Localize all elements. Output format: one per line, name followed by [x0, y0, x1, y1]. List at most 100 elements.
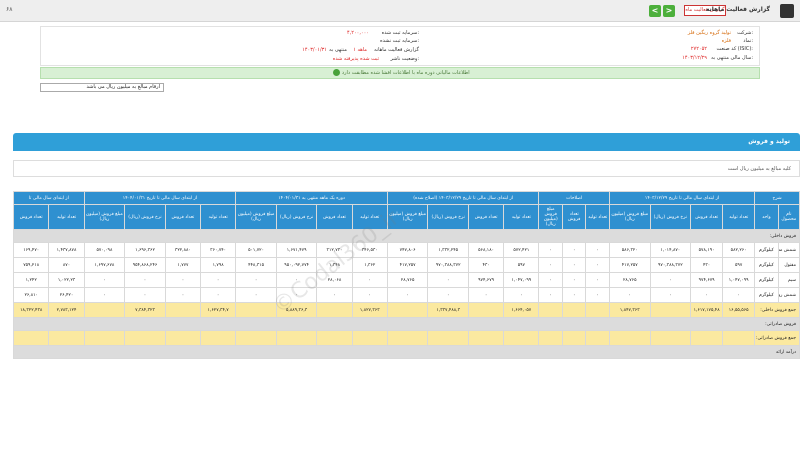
total-cell: ۷,۳۸۴,۳۲۳ [124, 302, 166, 318]
table-row: مفتول کیلوگرم ۵۹۷ ۴۳۰ ۹۷۰,۳۸۸,۳۷۲ ۴۱۷,۲۵۷ ۰ ۰ ۰ ۵… [12, 257, 800, 273]
data-cell: ۱,۳۴۸ [316, 257, 353, 273]
unit-select[interactable]: ارقام مبالغ به میلیون ریال می باشد [40, 83, 164, 92]
group-header: دوره یک ماهه منتهی به ۱۴۰۴/۰۱/۳۱ [235, 191, 388, 205]
data-cell: ۰ [561, 257, 587, 273]
data-cell: ۰ [585, 287, 610, 303]
section-label: فروش داخلی: [13, 229, 800, 243]
column-header: مبلغ فروش (میلیون ریال) [386, 204, 429, 230]
data-cell: ۰ [561, 272, 587, 288]
data-cell: ۵۸۲,۲۶۰ [722, 242, 756, 258]
section-row: درآمد ارائه [13, 345, 800, 359]
group-header: از ابتدای سال مالی تا تاریخ ۱۴۰۳/۱۲/۲۹ [608, 191, 756, 205]
group-header: اصلاحات [538, 191, 610, 205]
data-cell: ۵۸۶,۳۲۰ [608, 242, 651, 258]
column-header: تعداد تولید [503, 204, 540, 230]
total-cell [48, 330, 85, 346]
data-cell: ۵۹۷ [722, 257, 756, 273]
column-header: مبلغ فروش (میلیون ریال) [235, 204, 277, 230]
total-cell [649, 330, 692, 346]
data-cell: ۰ [386, 287, 429, 303]
group-header: از ابتدای سال مالی تا تاریخ ۱۴۰۴/۰۱/۳۱ [83, 191, 237, 205]
production-sales-card: تولید و فروش کلیه مبالغ به میلیون ریال ا… [13, 133, 800, 453]
column-header: نرخ فروش (ریال) [427, 204, 469, 230]
section-row: فروش صادراتی: [13, 317, 800, 331]
total-cell [316, 330, 353, 346]
capital-label: سرمایه ثبت شده: [381, 30, 419, 36]
data-cell: ۰ [164, 272, 202, 288]
total-cell: ۱,۳۳۷,۴۸۸,۳ [427, 302, 469, 318]
page-title: گزارش فعالیت ماهانه [705, 6, 770, 13]
column-header: واحد [754, 204, 779, 230]
data-cell: ۸۷۰ [48, 257, 85, 273]
total-cell [538, 330, 563, 346]
table-column-header-row: نام محصول واحد تعداد تولید تعداد فروش نرخ فر… [12, 204, 800, 230]
data-cell: ۰ [503, 287, 540, 303]
total-cell [503, 330, 540, 346]
table-row: شمش رویکیلوگرم۰۰۰۰۰۰۰۰۰۰۰۰۰۰۰۰۰۰۰۲۶,۴۲۰۲… [12, 287, 800, 303]
symbol-label: نماد: [743, 38, 753, 44]
data-cell: ۰ [124, 272, 166, 288]
data-cell: ۳۲۲,۸۸۰ [164, 242, 202, 258]
data-cell: ۹۵۰,۰۹۲,۷۷۴ [275, 257, 318, 273]
data-cell: ۹۵۴,۸۶۸,۲۴۶ [124, 257, 166, 273]
report-badge[interactable]: گزارش فعالیت ماه [684, 5, 726, 16]
total-cell [124, 330, 166, 346]
product-unit: کیلوگرم [754, 242, 779, 258]
data-cell: ۴۳۰ [690, 257, 724, 273]
data-cell: ۰ [351, 272, 388, 288]
total-cell [12, 330, 50, 346]
export-total-row: جمع فروش صادراتی: [12, 330, 800, 346]
total-cell [649, 302, 692, 318]
info-icon [333, 69, 341, 76]
data-cell: ۵۹۷ [503, 257, 540, 273]
data-cell: ۰ [200, 287, 237, 303]
data-cell: ۱,۰۱۴,۸۷۰ [649, 242, 692, 258]
data-cell: ۳۱۲,۷۳۰ [316, 242, 353, 258]
data-cell: ۱,۰۴۷,۰۹۹ [503, 272, 540, 288]
data-cell: ۰ [235, 272, 277, 288]
total-label: جمع فروش صادراتی: [754, 330, 800, 346]
column-header: تعداد تولید [48, 204, 85, 230]
data-cell: ۱,۶۷۱,۴۷۹ [275, 242, 318, 258]
column-header: تعداد فروش [164, 204, 202, 230]
total-cell [351, 330, 388, 346]
column-header: مبلغ فروش (میلیون ریال) [83, 204, 126, 230]
column-header: نرخ فروش (ریال) [124, 204, 166, 230]
data-cell: ۰ [235, 287, 277, 303]
data-cell: ۰ [561, 287, 587, 303]
data-cell: ۷۵۹,۲۱۸ [12, 257, 50, 273]
group-header: شرح [754, 191, 800, 205]
data-cell: ۴۱۷,۲۵۷ [386, 257, 429, 273]
total-cell: ۱,۶۶۴,۰۵۷ [503, 302, 540, 318]
data-cell: ۲۸,۷۶۵ [386, 272, 429, 288]
product-unit: کیلوگرم [754, 287, 779, 303]
total-cell [608, 330, 651, 346]
total-cell: ۱,۸۲۷,۳۶۳ [351, 302, 388, 318]
data-cell: ۵۷۰,۰۹۸ [83, 242, 126, 258]
data-cell: ۱۶۹,۴۷۰ [12, 242, 50, 258]
section-row: فروش داخلی: [13, 229, 800, 243]
table-row: سیم کیلوگرم ۱,۰۴۷,۰۹۹ ۹۷۴,۶۷۹ ۰ ۲۸,۷۶۵ ۰ ۰ ۰ ۱,۰۴… [12, 272, 800, 288]
data-cell: ۱,۶۹۶,۳۶۲ [124, 242, 166, 258]
previous-button[interactable]: > [663, 5, 675, 17]
data-cell: ۱,۲۴۲ [12, 272, 50, 288]
total-cell [427, 330, 469, 346]
report-type-label: گزارش فعالیت ماهانه [374, 47, 419, 53]
total-cell: ۱۸,۳۲۲,۴۳۸ [12, 302, 50, 318]
table-row: شمش مسکیلوگرم۵۸۲,۲۶۰۵۷۸,۱۹۰۱,۰۱۴,۸۷۰۵۸۶,… [12, 242, 800, 258]
report-icon [780, 4, 794, 18]
group-header: از ابتدای سال مالی تا تاریخ ۱۴۰۳/۱۲/۲۹ (… [386, 191, 540, 205]
unit-note-box: کلیه مبالغ به میلیون ریال است [13, 160, 800, 177]
data-cell: ۰ [275, 272, 318, 288]
next-button[interactable]: < [649, 5, 661, 17]
section-label: درآمد ارائه [13, 345, 800, 359]
data-cell: ۷۴۷,۸۰۶ [386, 242, 429, 258]
audit-notice: اطلاعات مالیاتی دوره ماه با اطلاعات افشا… [40, 67, 760, 79]
data-cell: ۵۷۲,۴۲۱ [503, 242, 540, 258]
data-cell: ۱,۷۹۸ [200, 257, 237, 273]
data-cell: ۹۷۰,۳۸۸,۳۷۲ [427, 257, 469, 273]
total-cell: ۵,۸۸۹,۳۶,۳ [275, 302, 318, 318]
total-cell [386, 330, 429, 346]
data-cell: ۰ [722, 287, 756, 303]
data-cell: ۲۸,۷۶۵ [608, 272, 651, 288]
